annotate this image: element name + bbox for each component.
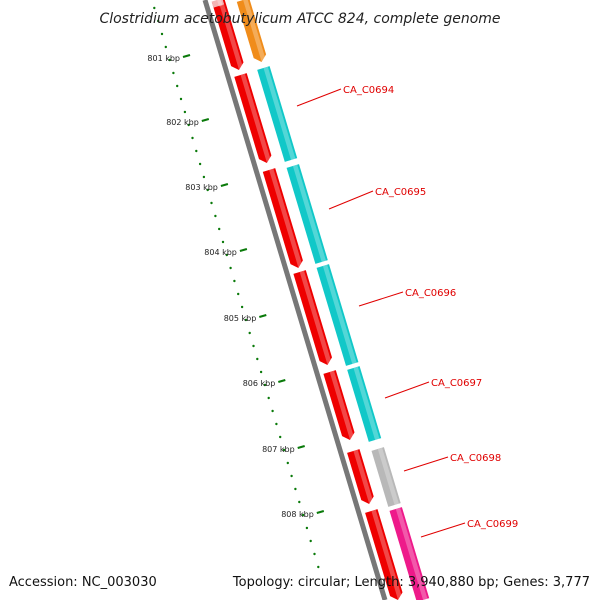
leader-line (328, 190, 374, 210)
scale-dot (157, 19, 160, 23)
scale-dot (282, 448, 286, 452)
scale-dot (279, 435, 282, 439)
gene-label: CA_C0696 (405, 288, 456, 299)
scale-dot (286, 461, 289, 465)
cyan-gene-segment (257, 66, 298, 162)
kbp-label: 805 kbp (224, 314, 257, 323)
gene-label: CA_C0697 (431, 378, 482, 389)
scale-dot (252, 344, 255, 348)
gene-label: CA_C0694 (343, 85, 394, 96)
scale-dot (198, 162, 202, 166)
gene-track (211, 0, 430, 600)
red-gene-segment (365, 509, 403, 600)
scale-dot (313, 552, 316, 556)
scale-dot (290, 474, 293, 478)
scale-dot (309, 539, 312, 543)
leader-line (358, 291, 404, 307)
scale-dot (172, 71, 175, 75)
gene-label: CA_C0695 (375, 187, 426, 198)
scale-dot (168, 58, 171, 62)
kbp-label: 803 kbp (185, 183, 218, 192)
accession-text: Accession: NC_003030 (9, 575, 157, 590)
scale-dot (221, 240, 225, 244)
scale-dot (195, 149, 198, 153)
scale-dot (267, 396, 270, 400)
topology-text: Topology: circular; Length: 3,940,880 bp… (232, 575, 590, 590)
major-tick (220, 182, 229, 188)
cyan-gene-segment (316, 264, 359, 366)
major-tick (277, 378, 286, 384)
major-tick (316, 509, 325, 515)
major-tick (239, 247, 248, 253)
scale-dot (317, 565, 320, 569)
scale-dot (263, 383, 267, 387)
scale-dot (233, 279, 236, 283)
scale-dot (160, 32, 164, 36)
gene-label: CA_C0698 (450, 453, 501, 464)
scale-dot (210, 201, 213, 205)
gray-gene-segment (371, 447, 401, 507)
scale-dot (218, 227, 221, 231)
scale-dot (305, 526, 309, 530)
scale-dot (301, 513, 305, 517)
leader-line (384, 381, 430, 399)
major-tick (182, 53, 191, 59)
leader-line (296, 88, 342, 107)
genome-backbone (202, 0, 388, 600)
red-gene-segment (211, 0, 244, 71)
scale-dot (248, 331, 251, 335)
leader-line (420, 522, 466, 538)
scale-dot (298, 500, 301, 504)
scale-dot (187, 123, 190, 127)
major-tick (297, 444, 306, 450)
scale-dot (176, 84, 179, 88)
scale-dot (206, 188, 209, 192)
major-tick (258, 313, 267, 319)
scale-dot (294, 487, 297, 491)
red-gene-segment (323, 370, 355, 441)
scale-dot (179, 97, 183, 101)
scale-dot (153, 6, 156, 10)
scale-dot (191, 136, 194, 140)
leader-line (403, 456, 449, 472)
scale-dot (271, 409, 274, 413)
red-gene-segment (262, 168, 303, 269)
red-gene-segment (234, 73, 272, 164)
kbp-label: 807 kbp (262, 445, 295, 454)
cyan-gene-segment (286, 164, 328, 264)
scale-dot (256, 357, 259, 361)
scale-dot (202, 175, 206, 179)
orange-gene-segment (236, 0, 267, 63)
kbp-label: 802 kbp (166, 118, 199, 127)
magenta-gene-segment (389, 507, 430, 600)
cyan-gene-segment (347, 366, 382, 442)
kbp-label: 801 kbp (147, 54, 180, 63)
scale-dot (229, 266, 232, 270)
scale-dot (214, 214, 217, 218)
major-tick (201, 117, 210, 123)
kbp-label: 808 kbp (281, 510, 314, 519)
gene-label: CA_C0699 (467, 519, 518, 530)
scale-dot (259, 370, 263, 374)
tick-track: 801 kbp 802 kbp 803 kbp 804 kbp 805 kbp 806 k… (147, 6, 325, 569)
red-gene-segment (293, 270, 333, 366)
kbp-label: 804 kbp (204, 248, 237, 257)
scale-dot (275, 422, 278, 426)
pink-gene-segment (211, 0, 225, 8)
scale-dot (164, 45, 167, 49)
scale-dot (183, 110, 187, 114)
kbp-label: 806 kbp (243, 379, 276, 388)
scale-dot (240, 305, 244, 309)
genome-title: Clostridium acetobutylicum ATCC 824, com… (99, 11, 500, 27)
scale-dot (244, 318, 248, 322)
red-gene-segment (347, 449, 374, 505)
scale-dot (225, 253, 228, 257)
scale-dot (237, 292, 240, 296)
label-layer: CA_C0694 CA_C0695 CA_C0696 CA_C0697 CA_C0698… (296, 85, 518, 538)
